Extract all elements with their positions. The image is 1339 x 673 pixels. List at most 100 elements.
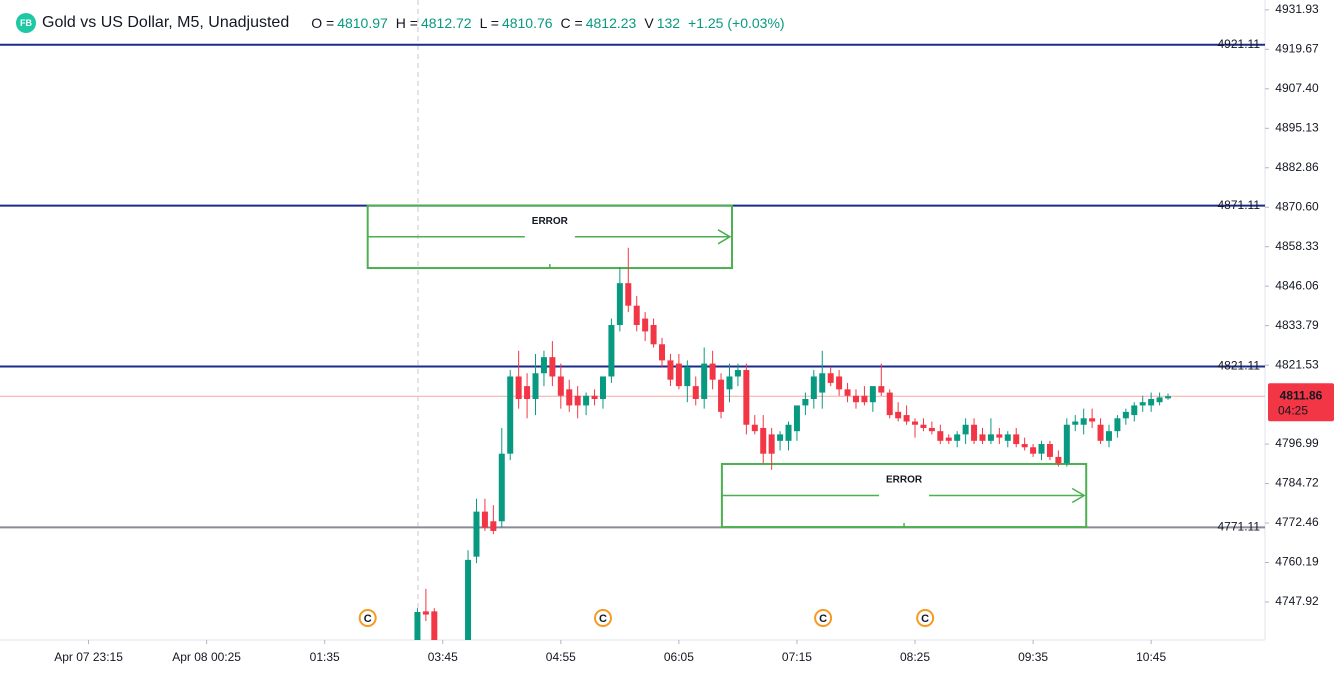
candle-body xyxy=(987,434,994,441)
x-tick-label: 10:45 xyxy=(1136,650,1166,664)
candle-body xyxy=(1080,418,1087,425)
candle xyxy=(1097,418,1104,445)
candle-body xyxy=(507,376,514,454)
candle-body xyxy=(785,424,792,441)
candle-body xyxy=(1089,418,1096,422)
event-marker xyxy=(358,609,377,627)
candle xyxy=(642,312,649,342)
candle-body xyxy=(625,283,632,306)
candle xyxy=(557,363,564,409)
candle xyxy=(962,418,969,445)
candle xyxy=(836,370,843,396)
candle-body xyxy=(675,363,682,387)
y-tick-label: 4858.33 xyxy=(1275,239,1319,253)
candle xyxy=(971,418,978,445)
stat-value: 4812.23 xyxy=(585,15,637,31)
candle xyxy=(1139,395,1146,412)
x-tick-label: 03:45 xyxy=(428,650,458,664)
candle-body xyxy=(971,424,978,441)
candle-body xyxy=(861,395,868,403)
candle xyxy=(675,353,682,390)
candle xyxy=(574,386,581,419)
candle xyxy=(878,363,885,396)
candle-body xyxy=(1148,398,1155,406)
countdown-label: 04:25 xyxy=(1278,403,1308,417)
y-tick-label: 4907.40 xyxy=(1275,81,1319,95)
candle-body xyxy=(540,357,547,374)
candle-body xyxy=(591,395,598,399)
candle-body xyxy=(448,669,454,673)
candle xyxy=(937,424,944,445)
candle xyxy=(1046,440,1053,461)
stat-label: L = xyxy=(479,15,499,31)
candle xyxy=(760,415,767,464)
candle-body xyxy=(1097,424,1104,441)
legend-header: FB Gold vs US Dollar, M5, Unadjusted O =… xyxy=(16,12,785,34)
candle-body xyxy=(650,324,657,345)
candle xyxy=(701,347,708,409)
candle-body xyxy=(414,612,421,640)
candle xyxy=(524,373,531,419)
candle xyxy=(465,550,472,640)
candle-body xyxy=(616,283,623,325)
candle xyxy=(751,415,758,435)
stat-label: V xyxy=(644,15,654,31)
candle-body xyxy=(574,395,581,406)
candle xyxy=(1072,415,1079,432)
candle xyxy=(979,427,986,445)
candle xyxy=(1030,444,1037,457)
candle xyxy=(490,505,497,535)
candle-body xyxy=(886,392,893,416)
stat-label: H = xyxy=(395,15,418,31)
candle xyxy=(1038,440,1045,461)
x-tick-label: 04:55 xyxy=(546,650,576,664)
candle-body xyxy=(532,373,539,399)
level-label: 4871.11 xyxy=(1218,198,1261,212)
candle-body xyxy=(473,511,480,557)
candle-body xyxy=(692,386,699,399)
candle-body xyxy=(557,376,564,396)
x-tick-label: 07:15 xyxy=(782,650,812,664)
annotation-text: ERROR xyxy=(886,475,923,486)
candle xyxy=(709,350,716,390)
candle xyxy=(422,588,429,622)
x-tick-label: 08:25 xyxy=(900,650,930,664)
candle xyxy=(895,402,902,422)
candle xyxy=(928,421,935,435)
candle-body xyxy=(659,344,666,361)
candle-body xyxy=(945,437,952,441)
candle xyxy=(718,373,725,419)
candle-body xyxy=(751,424,758,432)
candle-body xyxy=(1046,444,1053,457)
level-label: 4921.11 xyxy=(1218,37,1261,51)
candle xyxy=(599,376,606,409)
candle xyxy=(777,431,784,451)
event-label: C xyxy=(599,613,607,625)
candle-body xyxy=(1013,434,1020,445)
candle-body xyxy=(836,376,843,390)
candle xyxy=(1131,402,1138,422)
event-marker xyxy=(814,609,833,627)
candle-body xyxy=(734,370,741,377)
candle-body xyxy=(524,386,531,399)
event-label: C xyxy=(364,613,372,625)
candle-body xyxy=(760,427,767,454)
candle-body xyxy=(768,434,775,454)
candle xyxy=(987,418,994,445)
candle-body xyxy=(709,363,716,380)
candle xyxy=(886,389,893,419)
candle xyxy=(650,318,657,348)
candle xyxy=(903,405,910,425)
candle xyxy=(954,431,961,448)
candle-body xyxy=(667,360,674,380)
event-label: C xyxy=(921,613,929,625)
candle xyxy=(591,389,598,406)
candle-body xyxy=(701,363,708,399)
y-tick-label: 4784.72 xyxy=(1275,476,1319,490)
y-tick-label: 4821.53 xyxy=(1275,357,1319,371)
candle-body xyxy=(599,376,606,399)
last-price-box xyxy=(1268,383,1334,422)
candle-body xyxy=(793,405,800,432)
stat-value: 4812.72 xyxy=(420,15,472,31)
candle-body xyxy=(743,370,750,425)
